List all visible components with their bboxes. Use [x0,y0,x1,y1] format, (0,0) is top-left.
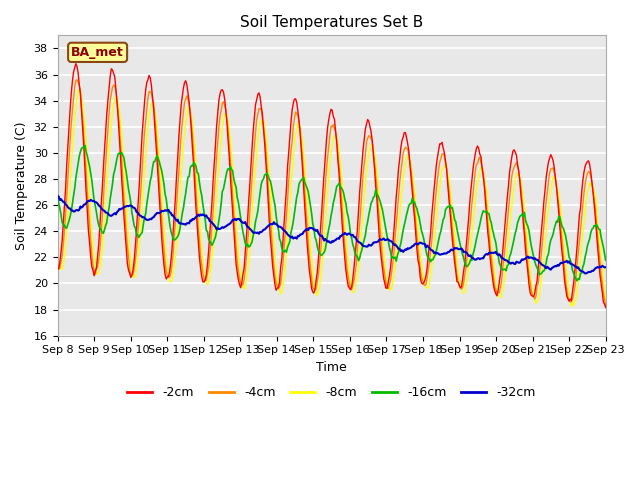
Y-axis label: Soil Temperature (C): Soil Temperature (C) [15,121,28,250]
Title: Soil Temperatures Set B: Soil Temperatures Set B [240,15,423,30]
Text: BA_met: BA_met [71,46,124,59]
Legend: -2cm, -4cm, -8cm, -16cm, -32cm: -2cm, -4cm, -8cm, -16cm, -32cm [122,382,541,405]
X-axis label: Time: Time [316,361,347,374]
